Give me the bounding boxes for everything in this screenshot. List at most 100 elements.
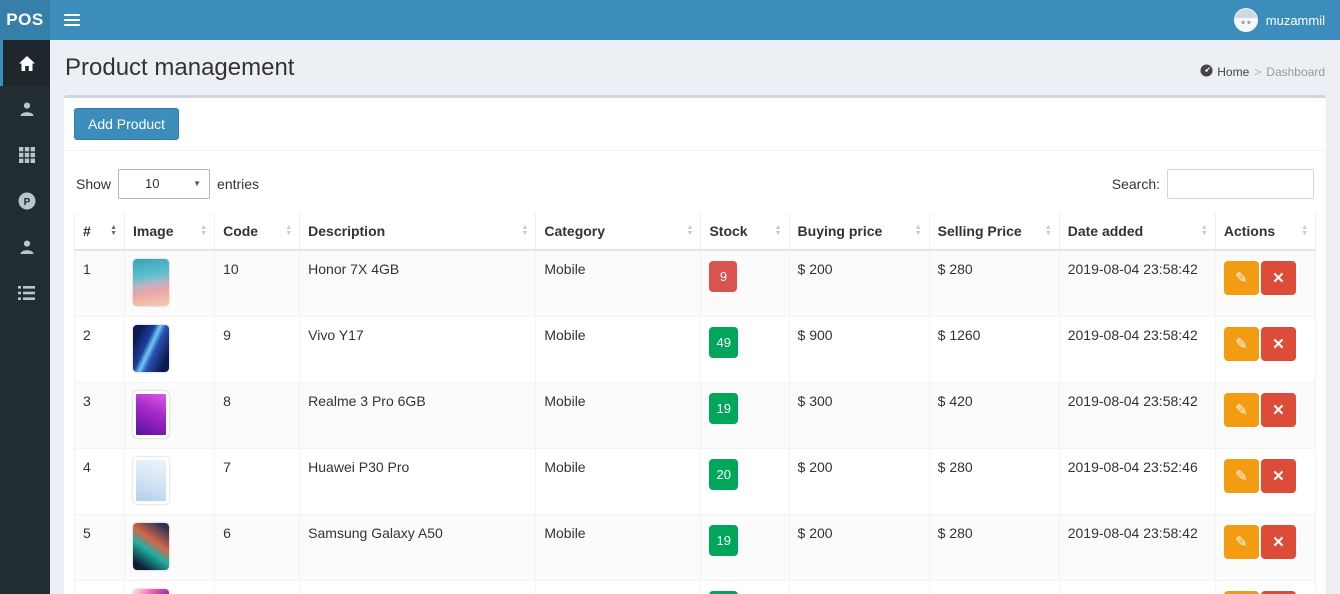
pencil-icon: ✎	[1235, 533, 1248, 551]
column-label: Actions	[1223, 222, 1276, 239]
stock-badge: 19	[709, 392, 738, 424]
chevron-down-icon: ▼	[193, 179, 202, 189]
selling-price-cell: $ 280	[928, 447, 1060, 515]
x-icon: ✕	[1272, 269, 1285, 287]
sidebar-item-categories[interactable]	[0, 132, 50, 178]
column-label: Category	[544, 222, 606, 239]
table-row: 4 7 Huawei P30 Pro Mobile 20 $ 200 $ 280…	[73, 447, 1317, 515]
column-label: Date added	[1067, 222, 1144, 239]
stock-cell: 49	[700, 315, 790, 383]
date-added-cell: 2019-08-04 23:58:42	[1058, 513, 1216, 581]
add-product-button[interactable]: Add Product	[74, 107, 180, 140]
sidebar-toggle-button[interactable]	[50, 0, 94, 40]
sort-icon: ▲ ▼	[1044, 223, 1052, 237]
column-header-date-added[interactable]: Date added ▲ ▼	[1058, 212, 1216, 251]
edit-button[interactable]: ✎	[1223, 392, 1259, 427]
image-cell	[124, 315, 216, 383]
sidebar-item-customers[interactable]	[0, 224, 50, 270]
pencil-icon: ✎	[1235, 269, 1248, 287]
page-title: Product management	[65, 54, 295, 81]
sort-icon: ▲ ▼	[914, 223, 922, 237]
sort-icon: ▲ ▼	[110, 223, 118, 237]
sidebar-item-users[interactable]	[0, 86, 50, 132]
delete-button[interactable]: ✕	[1260, 458, 1296, 493]
table-body: 1 10 Honor 7X 4GB Mobile 9 $ 200 $ 280 2…	[73, 249, 1317, 594]
stock-cell: 19	[700, 513, 790, 581]
column-header-code[interactable]: Code ▲ ▼	[214, 212, 301, 251]
product-image	[133, 588, 170, 594]
stock-badge: 49	[709, 326, 738, 358]
image-cell	[124, 447, 216, 515]
content-header: Product management Home > Dashboard	[64, 40, 1326, 95]
search-label: Search:	[1111, 175, 1160, 192]
table-row: 2 9 Vivo Y17 Mobile 49 $ 900 $ 1260 2019…	[73, 315, 1317, 383]
page-size-select[interactable]: 10 ▼	[118, 168, 211, 199]
actions-cell: ✎ ✕	[1214, 513, 1317, 581]
column-label: Buying price	[797, 222, 883, 239]
main-content: Product management Home > Dashboard Add …	[50, 40, 1340, 594]
sidebar-item-dashboard[interactable]	[0, 40, 50, 86]
page-size-value: 10	[145, 176, 160, 192]
description-cell: Vivo V15 Pro	[299, 579, 537, 594]
sort-icon: ▲ ▼	[686, 223, 694, 237]
delete-button[interactable]: ✕	[1260, 392, 1296, 427]
delete-button[interactable]: ✕	[1260, 524, 1296, 559]
delete-button[interactable]: ✕	[1260, 590, 1296, 594]
edit-button[interactable]: ✎	[1223, 458, 1259, 493]
app-logo[interactable]: POS	[0, 0, 50, 40]
sort-icon: ▲ ▼	[521, 223, 529, 237]
edit-button[interactable]: ✎	[1223, 260, 1259, 295]
column-header-image[interactable]: Image ▲ ▼	[124, 212, 216, 251]
column-label: Description	[308, 222, 386, 239]
stock-cell: 20	[700, 447, 790, 515]
column-header-buying-price[interactable]: Buying price ▲ ▼	[788, 212, 930, 251]
breadcrumb-home-link[interactable]: Home	[1200, 64, 1249, 80]
user-icon	[19, 101, 35, 117]
column-header-actions[interactable]: Actions ▲ ▼	[1214, 212, 1317, 251]
pencil-icon: ✎	[1235, 467, 1248, 485]
search-input[interactable]	[1167, 168, 1314, 199]
delete-button[interactable]: ✕	[1260, 326, 1296, 361]
column-header-stock[interactable]: Stock ▲ ▼	[700, 212, 790, 251]
box-body: Show 10 ▼ entries Search:	[64, 151, 1326, 594]
column-header-description[interactable]: Description ▲ ▼	[299, 212, 537, 251]
actions-cell: ✎ ✕	[1214, 447, 1317, 515]
image-cell	[124, 381, 216, 449]
page-length-control: Show 10 ▼ entries	[76, 168, 259, 199]
user-menu[interactable]: muzammil	[1219, 0, 1340, 40]
delete-button[interactable]: ✕	[1260, 260, 1296, 295]
stock-badge: 20	[709, 458, 738, 490]
description-cell: Honor 7X 4GB	[299, 249, 537, 317]
code-cell: 7	[214, 447, 301, 515]
category-cell: Mobile	[535, 447, 702, 515]
list-icon	[18, 286, 35, 300]
edit-button[interactable]: ✎	[1223, 326, 1259, 361]
x-icon: ✕	[1272, 467, 1285, 485]
edit-button[interactable]: ✎	[1223, 524, 1259, 559]
sort-icon: ▲ ▼	[1200, 223, 1208, 237]
product-image	[133, 324, 170, 372]
column-header-selling-price[interactable]: Selling Price ▲ ▼	[928, 212, 1060, 251]
breadcrumb: Home > Dashboard	[1200, 64, 1325, 83]
buying-price-cell: $ 200	[788, 249, 930, 317]
sidebar-item-products[interactable]: P	[0, 178, 50, 224]
column-header-category[interactable]: Category ▲ ▼	[535, 212, 702, 251]
table-row: 6 5 Vivo V15 Pro Mobile 19 $ 500 $ 700 2…	[73, 579, 1317, 594]
sort-icon: ▲ ▼	[285, 223, 293, 237]
column-label: Code	[223, 222, 259, 239]
sort-icon: ▲ ▼	[774, 223, 782, 237]
image-cell	[124, 249, 216, 317]
category-cell: Mobile	[535, 381, 702, 449]
column-label: Image	[133, 222, 174, 239]
edit-button[interactable]: ✎	[1223, 590, 1259, 594]
description-cell: Samsung Galaxy A50	[299, 513, 537, 581]
buying-price-cell: $ 200	[788, 447, 930, 515]
product-image	[133, 456, 170, 504]
date-added-cell: 2019-08-04 23:58:42	[1058, 381, 1216, 449]
top-navbar: POS muzammil	[0, 0, 1340, 40]
selling-price-cell: $ 1260	[928, 315, 1060, 383]
sidebar-item-orders[interactable]	[0, 270, 50, 316]
stock-badge: 19	[709, 524, 738, 556]
column-header-[interactable]: # ▲ ▼	[73, 212, 126, 251]
image-cell	[124, 579, 216, 594]
